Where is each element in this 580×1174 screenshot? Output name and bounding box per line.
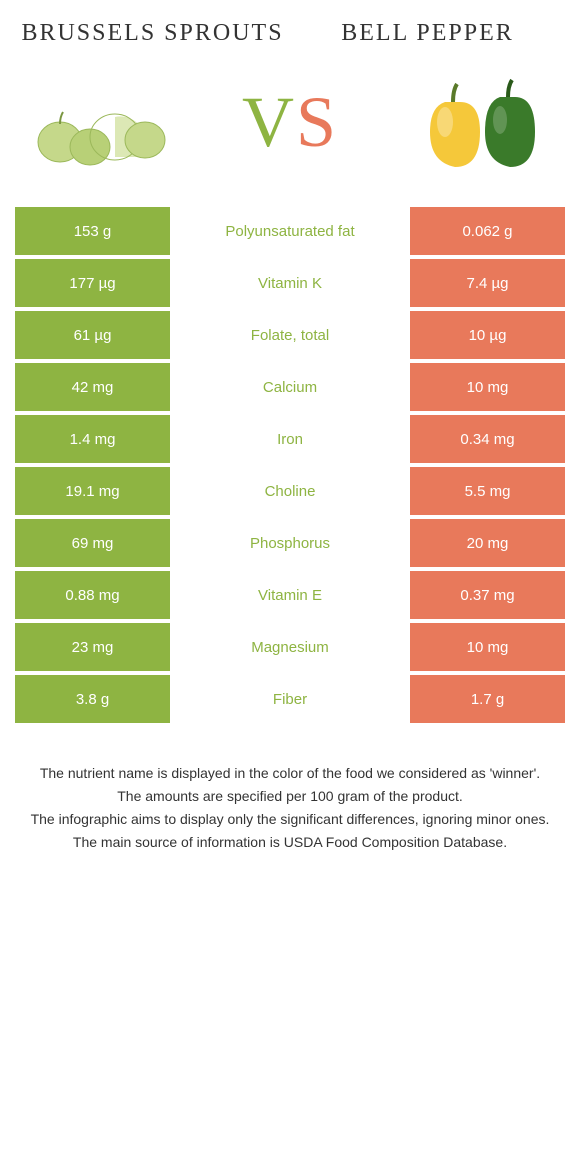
- right-food-title: Bell pepper: [290, 20, 565, 47]
- nutrient-label: Calcium: [170, 363, 410, 411]
- infographic-container: Brussels sprouts Bell pepper VS: [0, 0, 580, 915]
- table-row: 0.88 mgVitamin E0.37 mg: [15, 571, 565, 619]
- footnotes: The nutrient name is displayed in the co…: [15, 763, 565, 895]
- left-value-cell: 1.4 mg: [15, 415, 170, 463]
- nutrient-label: Polyunsaturated fat: [170, 207, 410, 255]
- nutrient-label: Folate, total: [170, 311, 410, 359]
- left-value-cell: 153 g: [15, 207, 170, 255]
- left-value-cell: 177 µg: [15, 259, 170, 307]
- right-value-cell: 0.37 mg: [410, 571, 565, 619]
- left-food-image: [25, 62, 175, 182]
- nutrient-label: Vitamin K: [170, 259, 410, 307]
- table-row: 1.4 mgIron0.34 mg: [15, 415, 565, 463]
- table-row: 153 gPolyunsaturated fat0.062 g: [15, 207, 565, 255]
- right-value-cell: 0.34 mg: [410, 415, 565, 463]
- table-row: 42 mgCalcium10 mg: [15, 363, 565, 411]
- nutrient-label: Fiber: [170, 675, 410, 723]
- header: Brussels sprouts Bell pepper: [15, 20, 565, 47]
- table-row: 69 mgPhosphorus20 mg: [15, 519, 565, 567]
- vs-letter-s: S: [296, 82, 338, 162]
- left-food-title: Brussels sprouts: [15, 20, 290, 47]
- footnote-line: The main source of information is USDA F…: [25, 832, 555, 853]
- footnote-line: The infographic aims to display only the…: [25, 809, 555, 830]
- nutrient-label: Phosphorus: [170, 519, 410, 567]
- right-value-cell: 20 mg: [410, 519, 565, 567]
- right-value-cell: 5.5 mg: [410, 467, 565, 515]
- left-value-cell: 61 µg: [15, 311, 170, 359]
- left-value-cell: 69 mg: [15, 519, 170, 567]
- right-value-cell: 1.7 g: [410, 675, 565, 723]
- nutrient-label: Vitamin E: [170, 571, 410, 619]
- table-row: 61 µgFolate, total10 µg: [15, 311, 565, 359]
- table-row: 3.8 gFiber1.7 g: [15, 675, 565, 723]
- vs-letter-v: V: [242, 82, 296, 162]
- table-row: 177 µgVitamin K7.4 µg: [15, 259, 565, 307]
- footnote-line: The nutrient name is displayed in the co…: [25, 763, 555, 784]
- left-value-cell: 23 mg: [15, 623, 170, 671]
- right-food-image: [405, 62, 555, 182]
- left-value-cell: 19.1 mg: [15, 467, 170, 515]
- table-row: 23 mgMagnesium10 mg: [15, 623, 565, 671]
- vs-label: VS: [242, 81, 338, 164]
- right-value-cell: 0.062 g: [410, 207, 565, 255]
- footnote-line: The amounts are specified per 100 gram o…: [25, 786, 555, 807]
- nutrient-label: Choline: [170, 467, 410, 515]
- left-value-cell: 42 mg: [15, 363, 170, 411]
- table-row: 19.1 mgCholine5.5 mg: [15, 467, 565, 515]
- right-value-cell: 7.4 µg: [410, 259, 565, 307]
- nutrient-label: Iron: [170, 415, 410, 463]
- left-value-cell: 3.8 g: [15, 675, 170, 723]
- right-value-cell: 10 mg: [410, 363, 565, 411]
- right-value-cell: 10 mg: [410, 623, 565, 671]
- images-row: VS: [15, 62, 565, 182]
- right-value-cell: 10 µg: [410, 311, 565, 359]
- left-value-cell: 0.88 mg: [15, 571, 170, 619]
- comparison-table: 153 gPolyunsaturated fat0.062 g177 µgVit…: [15, 207, 565, 723]
- nutrient-label: Magnesium: [170, 623, 410, 671]
